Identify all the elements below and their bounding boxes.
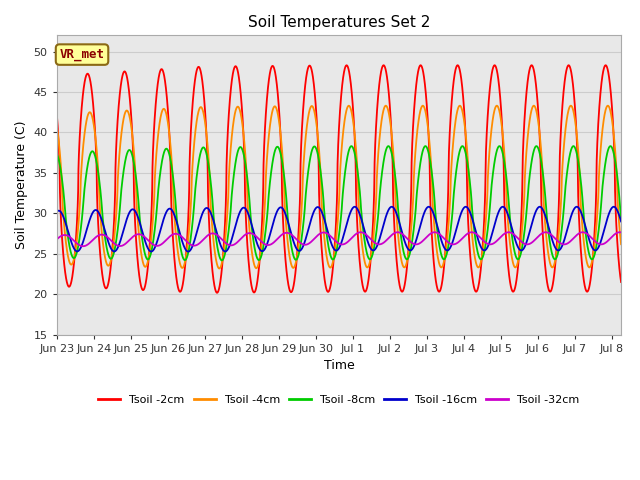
X-axis label: Time: Time <box>323 359 355 372</box>
Legend: Tsoil -2cm, Tsoil -4cm, Tsoil -8cm, Tsoil -16cm, Tsoil -32cm: Tsoil -2cm, Tsoil -4cm, Tsoil -8cm, Tsoi… <box>94 391 584 410</box>
Title: Soil Temperatures Set 2: Soil Temperatures Set 2 <box>248 15 430 30</box>
Text: VR_met: VR_met <box>60 48 104 61</box>
Y-axis label: Soil Temperature (C): Soil Temperature (C) <box>15 120 28 249</box>
